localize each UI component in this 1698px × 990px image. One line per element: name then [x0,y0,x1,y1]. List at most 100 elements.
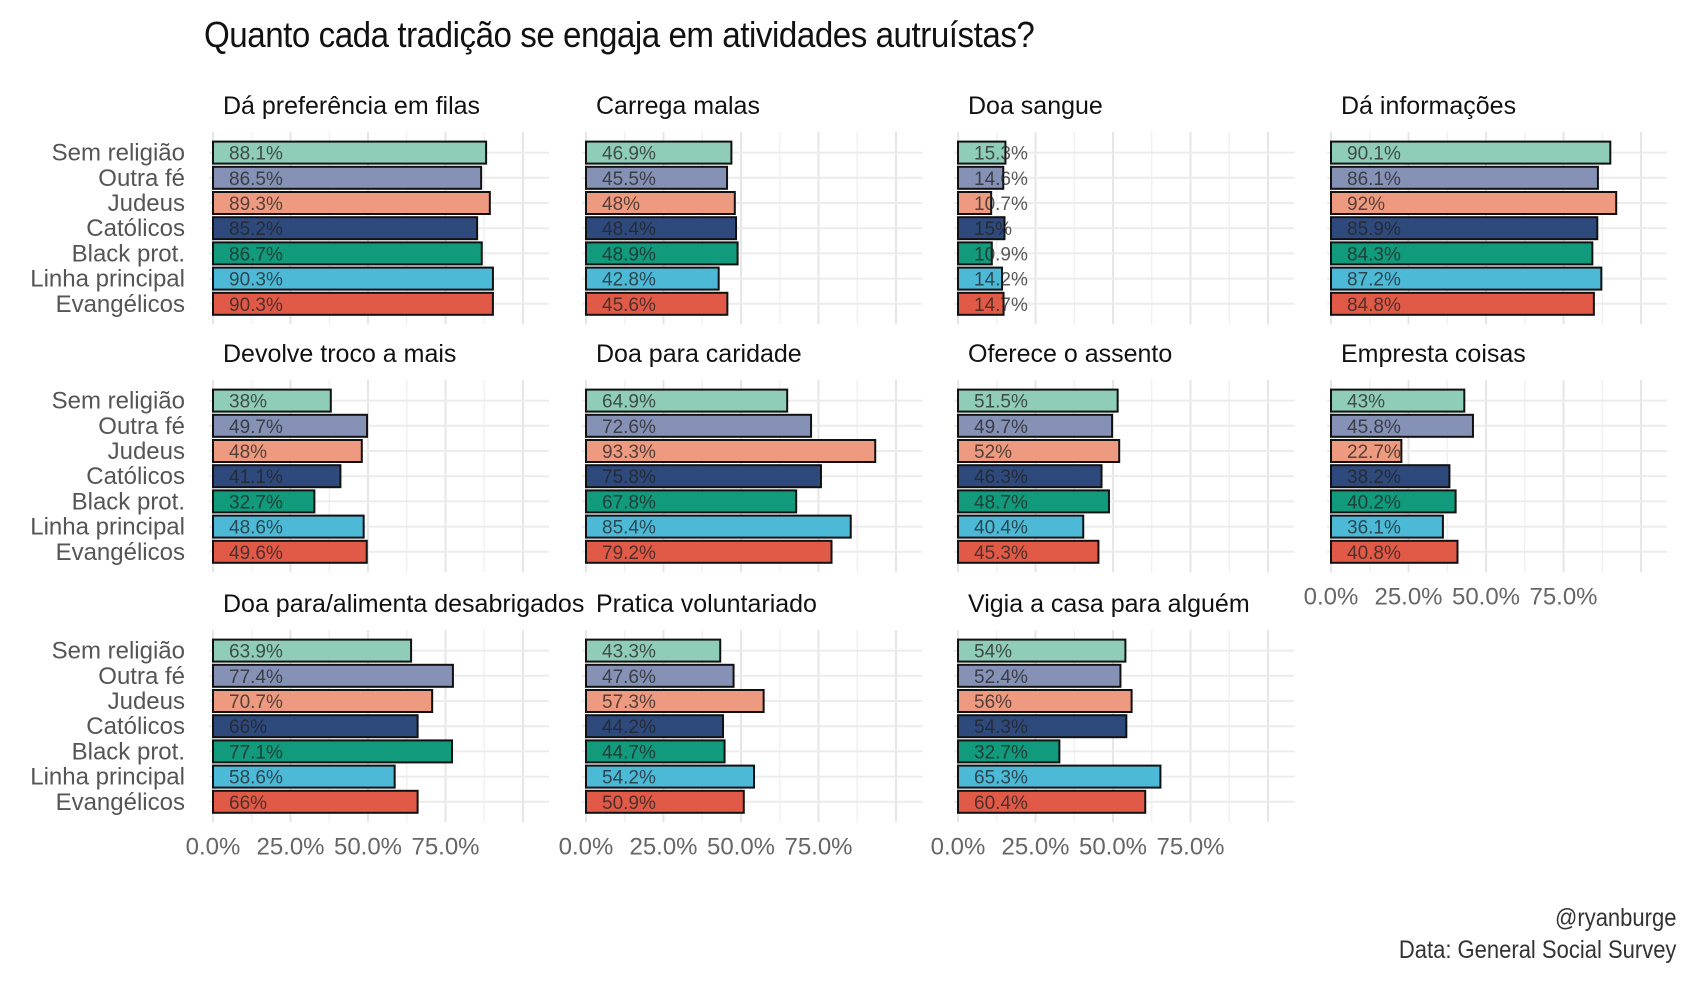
category-label: Linha principal [30,764,185,791]
bar-value-label: 49.6% [229,543,283,564]
bar [585,764,756,789]
bar [1330,191,1618,215]
panel-title: Doa para caridade [596,340,802,368]
bar [1330,266,1603,291]
bar [957,388,1119,413]
x-tick-label: 75.0% [1529,583,1597,610]
bar-value-label: 44.7% [602,742,656,763]
category-label: Católicos [86,215,185,242]
category-label: Outra fé [98,663,185,690]
bar [957,216,1006,241]
bar [212,714,419,739]
x-tick-label: 25.0% [1374,583,1442,610]
category-label: Evangélicos [56,789,185,816]
bar-value-label: 54% [974,642,1012,663]
category-label: Black prot. [72,738,185,765]
bar [957,191,993,215]
x-tick-label: 75.0% [1156,833,1224,860]
bar [212,241,483,266]
bar-value-label: 46.9% [602,144,656,165]
bar-value-label: 49.7% [974,417,1028,438]
bar-value-label: 48.6% [229,518,283,539]
bar [1330,539,1459,564]
bar [585,165,729,190]
bar-value-label: 43.3% [602,642,656,663]
facet-panel: Vigia a casa para alguém 54% 52.4% 56% 54.3%… [931,590,1294,860]
category-label: Black prot. [72,240,185,267]
bar-value-label: 77.1% [229,742,283,763]
bar [212,266,494,291]
bar-value-label: 46.3% [974,467,1028,488]
panel-title: Dá informações [1341,92,1516,120]
bar-value-label: 44.2% [602,717,656,738]
x-tick-label: 25.0% [256,833,324,860]
bar-value-label: 14.6% [974,169,1028,190]
bar-value-label: 54.2% [602,768,656,789]
bar [212,514,365,539]
bar [585,638,722,663]
bar-value-label: 48% [602,194,640,215]
credit-source: Data: General Social Survey [1398,936,1676,964]
bar-value-label: 22.7% [1347,442,1401,463]
x-tick-label: 0.0% [931,833,986,860]
panel-title: Dá preferência em filas [223,92,480,120]
chart-title: Quanto cada tradição se engaja em ativid… [204,14,1035,55]
bar-value-label: 66% [229,717,267,738]
bar [957,514,1085,539]
bar [212,663,454,688]
bar-value-label: 70.7% [229,692,283,713]
bar [585,489,798,514]
bar [957,291,1005,316]
bar-value-label: 66% [229,793,267,814]
bar [585,241,739,266]
bar [585,191,736,215]
bar [1330,388,1466,413]
bar-value-label: 36.1% [1347,518,1401,539]
bar [585,140,733,165]
bar-value-label: 65.3% [974,768,1028,789]
bar [957,241,993,266]
bar [212,413,369,438]
bar [957,638,1127,663]
bar-value-label: 57.3% [602,692,656,713]
category-label: Evangélicos [56,291,185,318]
bar-value-label: 52% [974,442,1012,463]
bar-value-label: 72.6% [602,417,656,438]
bar [585,388,789,413]
bar-value-label: 32.7% [974,742,1028,763]
bar-value-label: 86.7% [229,244,283,265]
bar-value-label: 38.2% [1347,467,1401,488]
bar [212,739,454,764]
bar-value-label: 40.2% [1347,492,1401,513]
bar [1330,489,1457,514]
bar [212,291,494,316]
bar [212,464,342,489]
facet-panel: Doa para/alimenta desabrigados 63.9% 77.4%… [30,590,584,860]
bar [212,191,491,215]
bar [957,439,1121,463]
bar [585,464,822,489]
x-tick-label: 50.0% [334,833,402,860]
category-label: Católicos [86,713,185,740]
bar-value-label: 47.6% [602,667,656,688]
bar-value-label: 50.9% [602,793,656,814]
bar-value-label: 92% [1347,194,1385,215]
bar [957,714,1128,739]
bar-value-label: 48% [229,442,267,463]
bar-value-label: 84.3% [1347,244,1401,265]
category-label: Black prot. [72,488,185,515]
x-tick-label: 0.0% [186,833,241,860]
facet-panel: Devolve troco a mais 38% 49.7% 48% 41.1% 32.7… [30,340,549,573]
credit-handle: @ryanburge [1554,904,1676,932]
bar-value-label: 38% [229,392,267,413]
bar-value-label: 54.3% [974,717,1028,738]
facet-panel: Dá preferência em filas 88.1% 86.5% 89.3% 85… [30,92,549,325]
bar-value-label: 93.3% [602,442,656,463]
facet-panel: Pratica voluntariado 43.3% 47.6% 57.3% 44.2%… [559,590,922,860]
bar-value-label: 32.7% [229,492,283,513]
panel-title: Doa para/alimenta desabrigados [223,590,584,618]
facet-panel: Doa para caridade 64.9% 72.6% 93.3% 75.8% 67.… [582,340,922,573]
bar-value-label: 15% [974,219,1012,240]
facet-panel: Carrega malas 46.9% 45.5% 48% 48.4% 48.9% 42.8… [582,92,922,325]
bar [957,266,1004,291]
